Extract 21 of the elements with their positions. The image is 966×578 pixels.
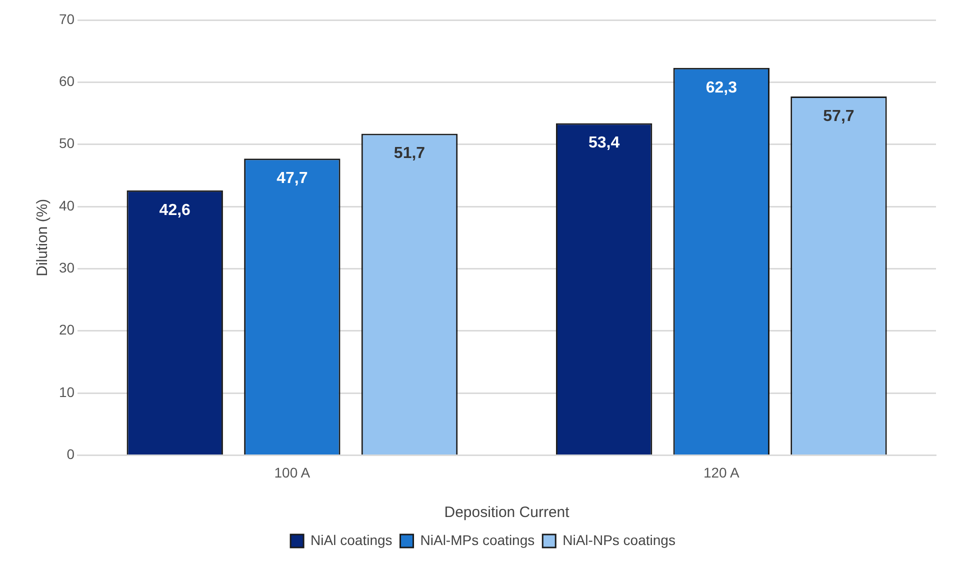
data-label: 57,7 <box>823 108 854 125</box>
legend-label: NiAl coatings <box>310 532 392 548</box>
y-tick-label: 10 <box>58 384 75 400</box>
legend-label: NiAl-MPs coatings <box>420 532 535 548</box>
x-tick-label: 120 A <box>703 464 740 480</box>
y-tick-label: 60 <box>58 73 75 90</box>
data-label: 62,3 <box>706 79 738 96</box>
y-tick-label: 50 <box>58 135 75 152</box>
legend-label: NiAl-NPs coatings <box>562 532 676 548</box>
data-label: 53,4 <box>588 134 620 152</box>
y-tick-label: 20 <box>58 322 75 338</box>
y-tick-label: 40 <box>58 197 75 214</box>
y-tick-label: 30 <box>58 260 75 276</box>
data-label: 42,6 <box>159 202 191 219</box>
y-tick-label: 0 <box>66 446 75 462</box>
x-axis-title: Deposition Current <box>444 504 570 522</box>
data-label: 51,7 <box>394 145 426 162</box>
y-axis-title: Dilution (%) <box>34 198 52 276</box>
x-tick-label: 100 A <box>274 464 311 480</box>
data-label: 47,7 <box>276 170 308 188</box>
y-tick-label: 70 <box>58 10 75 27</box>
